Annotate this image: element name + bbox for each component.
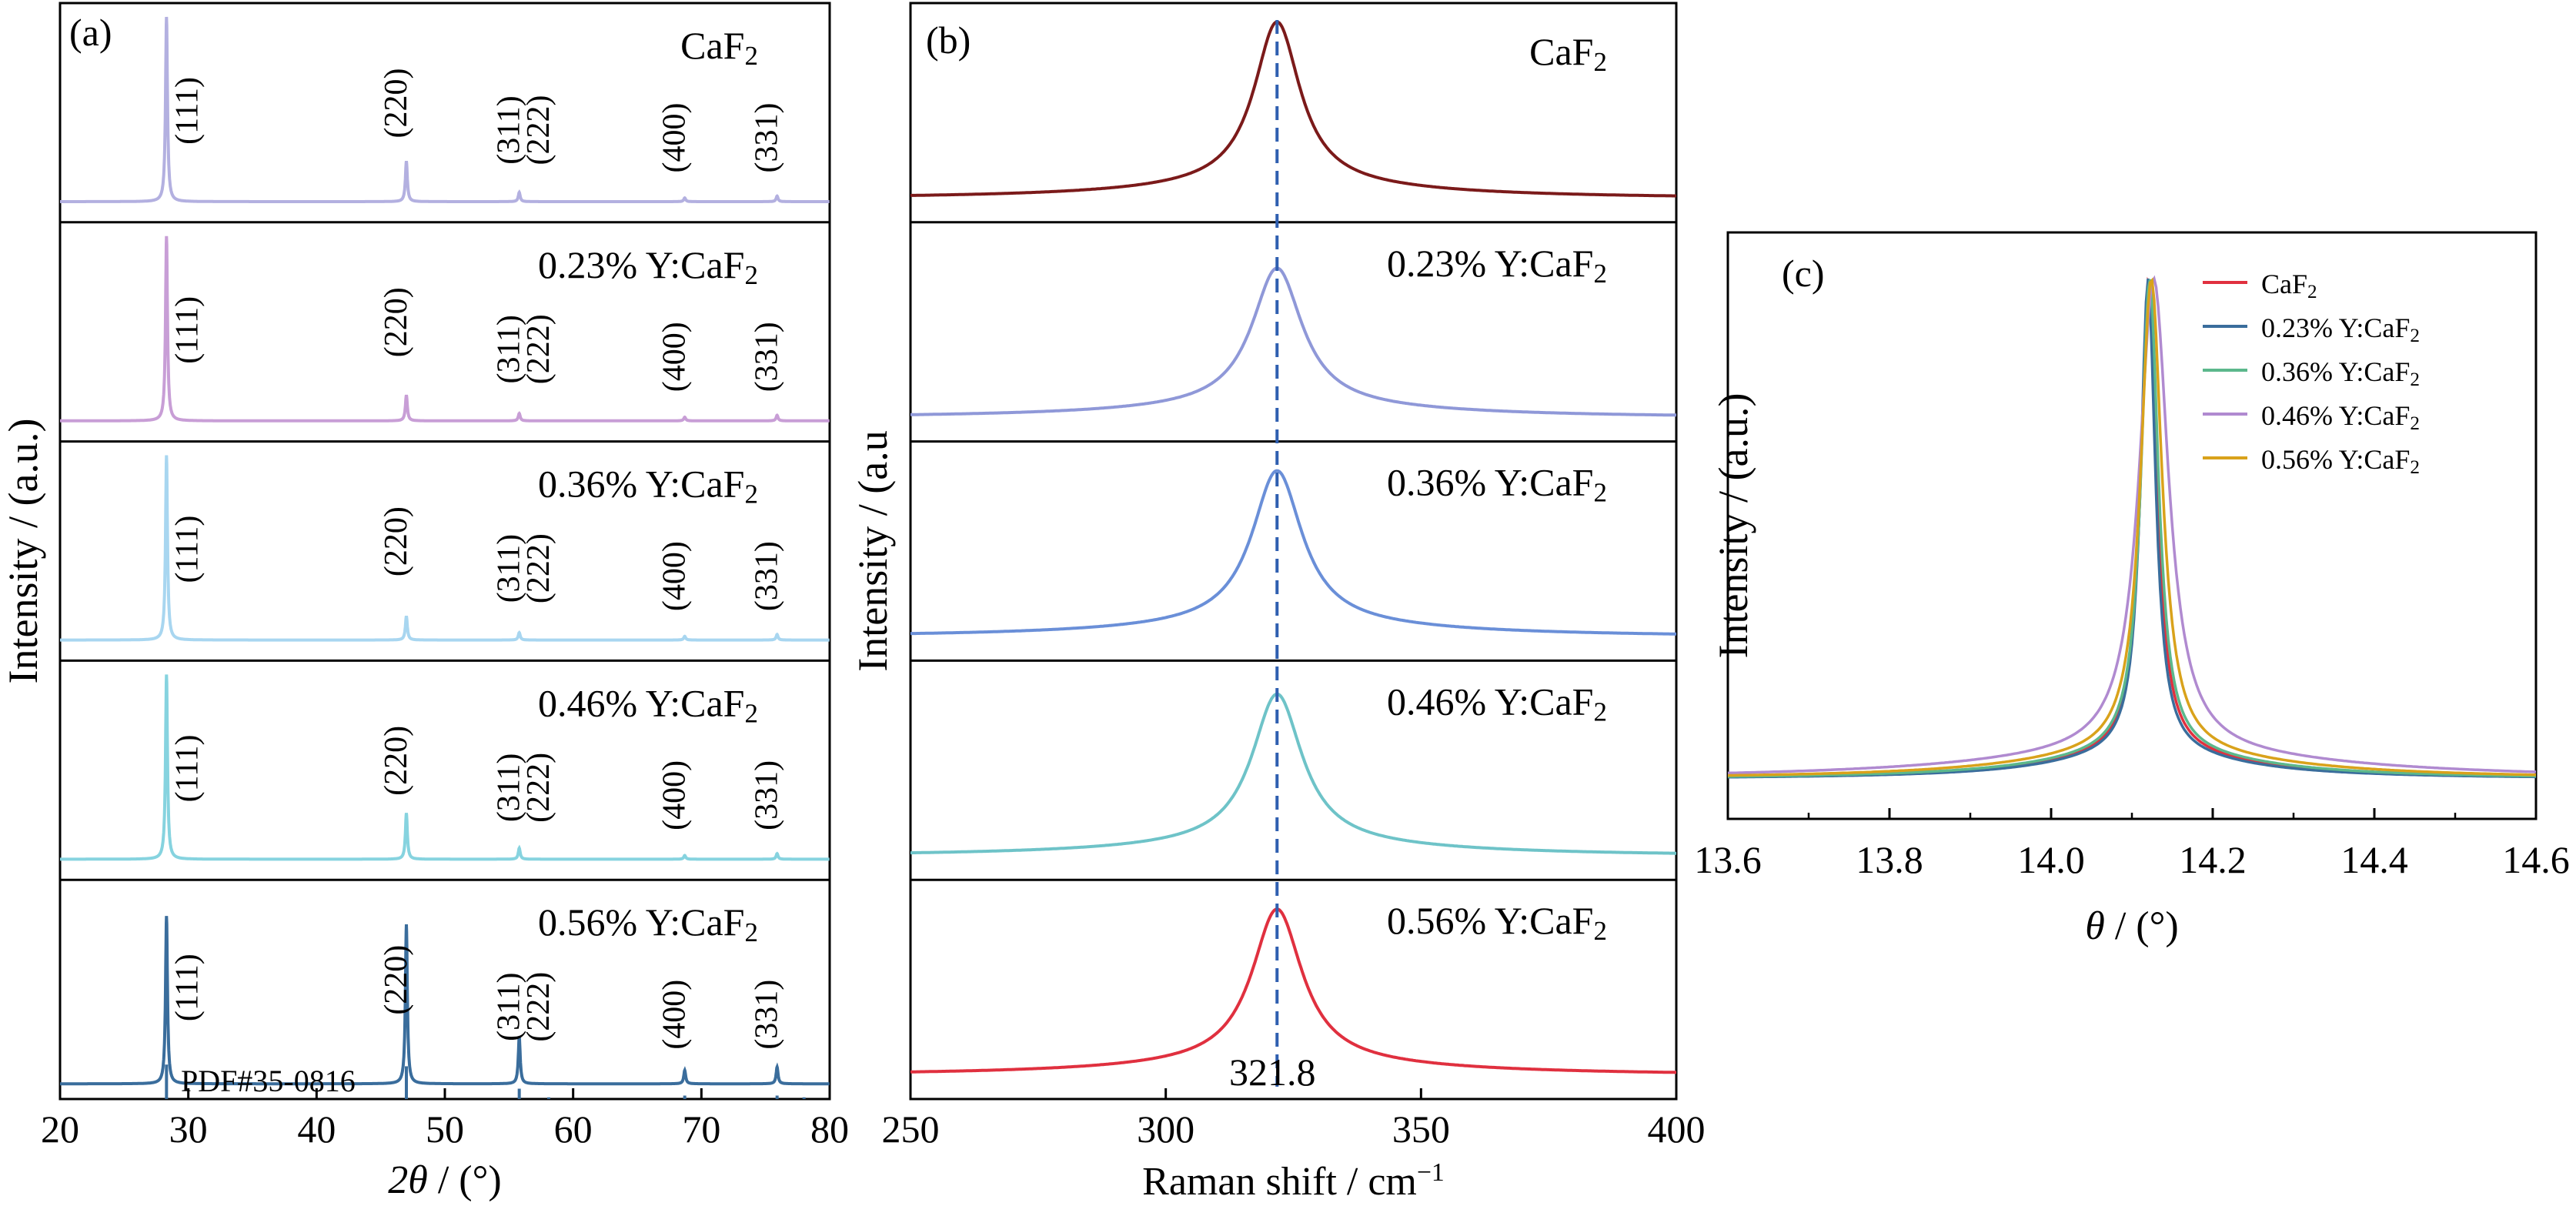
x-tick-label: 13.6 xyxy=(1694,838,1762,881)
x-tick-label: 14.4 xyxy=(2340,838,2408,881)
panel-c-tag: (c) xyxy=(1782,252,1825,295)
xrd-peak-label: (331) xyxy=(750,760,785,830)
x-tick-label: 60 xyxy=(554,1107,593,1151)
x-tick-label: 300 xyxy=(1137,1107,1194,1151)
x-axis-label: θ / (°) xyxy=(2085,904,2178,948)
y-axis-label: Intensity / (a.u.) xyxy=(1710,393,1756,659)
xrd-peak-label: (222) xyxy=(521,972,556,1042)
xrd-series-line xyxy=(60,455,830,642)
peak-position-label: 321.8 xyxy=(1229,1051,1316,1094)
xrd-peak-label: (311) xyxy=(492,534,527,603)
rocking-curve-line xyxy=(1727,277,2537,777)
x-tick-label: 14.2 xyxy=(2179,838,2247,881)
xrd-peak-label: (220) xyxy=(379,287,414,357)
xrd-series-line xyxy=(60,16,830,203)
x-tick-label: 40 xyxy=(297,1107,336,1151)
xrd-peak-label: (400) xyxy=(657,760,693,830)
xrd-peak-label: (222) xyxy=(521,533,556,603)
raman-series-line xyxy=(910,20,1676,198)
x-tick-label: 80 xyxy=(810,1107,849,1151)
panel-c: (c) CaF2 0.23% Y:CaF2 0.36% Y:CaF2 0.46% Y:C… xyxy=(1694,231,2570,948)
xrd-series-label: 0.36% Y:CaF2 xyxy=(538,463,758,509)
x-tick-label: 70 xyxy=(682,1107,720,1151)
x-tick-label: 20 xyxy=(41,1107,79,1151)
rocking-curve-line xyxy=(1727,279,2536,778)
xrd-peak-label: (331) xyxy=(750,103,785,173)
x-tick-label: 30 xyxy=(169,1107,208,1151)
raman-series-label: 0.46% Y:CaF2 xyxy=(1387,680,1607,727)
y-axis-label: Intensity / (a.u xyxy=(850,430,896,671)
xrd-peak-label: (220) xyxy=(379,945,414,1015)
xrd-peak-label: (331) xyxy=(750,980,785,1050)
xrd-series-label: 0.46% Y:CaF2 xyxy=(538,681,758,728)
panel-c-frame xyxy=(1726,231,2538,820)
x-tick-label: 50 xyxy=(426,1107,464,1151)
raman-series-label: 0.23% Y:CaF2 xyxy=(1387,242,1607,289)
xrd-peak-label: (311) xyxy=(492,95,527,164)
xrd-series-line xyxy=(60,916,830,1086)
raman-series-line xyxy=(910,692,1676,855)
raman-series-label: 0.36% Y:CaF2 xyxy=(1387,461,1607,508)
xrd-peak-label: (400) xyxy=(657,541,693,611)
raman-series-label: 0.56% Y:CaF2 xyxy=(1387,899,1607,946)
xrd-peak-label: (331) xyxy=(750,541,785,611)
xrd-series-label: 0.23% Y:CaF2 xyxy=(538,243,758,290)
panel-b: (b) CaF2 0.23% Y:CaF2 0.36% Y:CaF2 0.46% Y:C… xyxy=(850,2,1706,1204)
x-tick-label: 14.6 xyxy=(2502,838,2570,881)
xrd-peak-label: (400) xyxy=(657,980,693,1050)
x-tick-label: 250 xyxy=(882,1107,940,1151)
xrd-peak-label: (220) xyxy=(379,506,414,576)
xrd-peak-label: (111) xyxy=(169,734,205,802)
xrd-peak-label: (220) xyxy=(379,68,414,139)
rocking-curve-line xyxy=(1727,275,2536,775)
xrd-peak-label: (111) xyxy=(169,296,205,364)
legend-label: CaF2 xyxy=(2261,269,2317,302)
legend-label: 0.46% Y:CaF2 xyxy=(2261,400,2420,434)
xrd-peak-label: (220) xyxy=(379,726,414,796)
y-axis-label: Intensity / (a.u.) xyxy=(0,419,46,684)
raman-series-line xyxy=(910,907,1676,1074)
x-tick-label: 14.0 xyxy=(2017,838,2085,881)
xrd-peak-label: (222) xyxy=(521,753,556,823)
xrd-series-label: 0.56% Y:CaF2 xyxy=(538,900,758,947)
xrd-peak-label: (311) xyxy=(492,315,527,383)
x-tick-label: 13.8 xyxy=(1856,838,1923,881)
xrd-peak-label: (400) xyxy=(657,103,693,173)
raman-series-line xyxy=(910,266,1677,417)
x-tick-label: 350 xyxy=(1392,1107,1450,1151)
legend-label: 0.56% Y:CaF2 xyxy=(2261,444,2420,478)
xrd-peak-label: (331) xyxy=(750,322,785,392)
rocking-curve-line xyxy=(1727,278,2536,779)
xrd-series-label: CaF2 xyxy=(680,24,758,71)
raman-series-line xyxy=(910,469,1676,636)
raman-series-label: CaF2 xyxy=(1529,30,1607,77)
x-tick-label: 400 xyxy=(1648,1107,1706,1151)
xrd-peak-label: (111) xyxy=(169,954,205,1021)
xrd-peak-label: (400) xyxy=(657,322,693,392)
xrd-peak-label: (311) xyxy=(492,753,527,822)
panel-b-frame xyxy=(909,2,1678,1101)
xrd-series-line xyxy=(60,236,830,423)
panel-b-tag: (b) xyxy=(926,18,971,62)
legend-label: 0.23% Y:CaF2 xyxy=(2261,312,2420,346)
panel-a: (a) CaF2(111) (220) (311)(222) (400) (331)0.2… xyxy=(0,2,849,1202)
reference-label: PDF#35-0816 xyxy=(181,1064,356,1098)
xrd-peak-label: (111) xyxy=(169,77,205,145)
xrd-peak-label: (222) xyxy=(521,95,556,165)
xrd-peak-label: (311) xyxy=(492,972,527,1041)
panel-a-tag: (a) xyxy=(69,11,112,54)
rocking-curve-line xyxy=(1727,276,2536,779)
legend-label: 0.36% Y:CaF2 xyxy=(2261,356,2420,390)
xrd-peak-label: (111) xyxy=(169,516,205,583)
xrd-series-line xyxy=(60,674,830,861)
xrd-peak-label: (222) xyxy=(521,314,556,384)
x-axis-label: 2θ / (°) xyxy=(388,1158,501,1202)
x-axis-label: Raman shift / cm−1 xyxy=(1142,1158,1445,1204)
